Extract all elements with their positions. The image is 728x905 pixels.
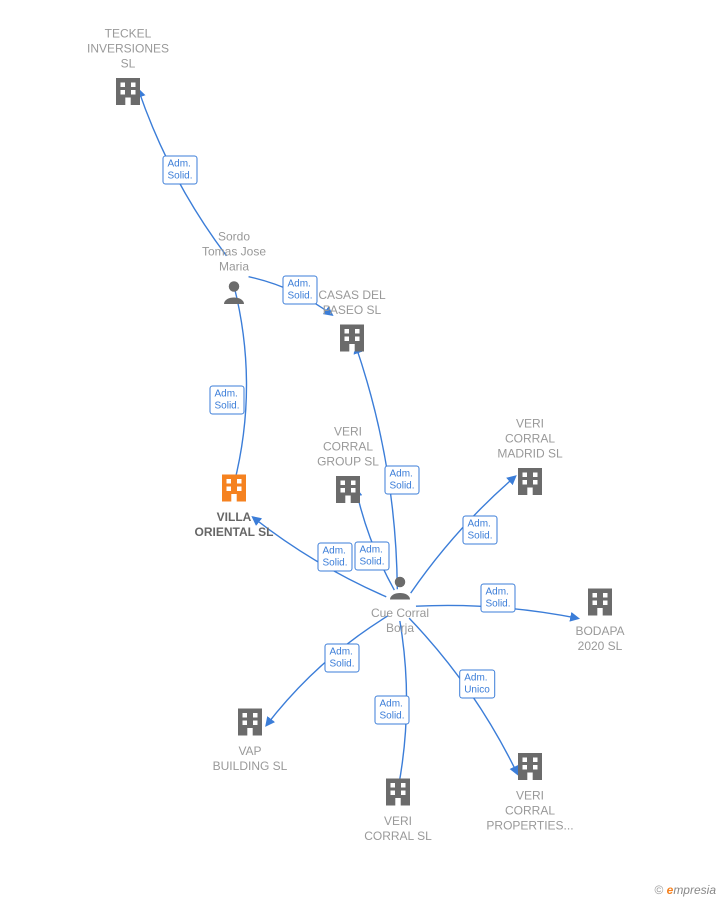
node-label: Sordo Tomas Jose Maria <box>179 230 289 275</box>
node-label: CASAS DEL PASEO SL <box>297 288 407 318</box>
node-label: VILLA ORIENTAL SL <box>179 510 289 540</box>
node-casas[interactable]: CASAS DEL PASEO SL <box>297 288 407 360</box>
building-icon <box>110 74 146 114</box>
copyright-symbol: © <box>654 883 663 897</box>
building-icon <box>334 320 370 360</box>
node-teckel[interactable]: TECKEL INVERSIONES SL <box>73 27 183 114</box>
node-label: VERI CORRAL MADRID SL <box>475 417 585 462</box>
person-icon <box>219 277 249 311</box>
node-vericsl[interactable]: VERI CORRAL SL <box>343 774 453 846</box>
building-icon <box>582 584 618 624</box>
node-label: Cue Corral Borja <box>345 606 455 636</box>
node-label: BODAPA 2020 SL <box>545 624 655 654</box>
node-label: VERI CORRAL SL <box>343 814 453 844</box>
node-label: VERI CORRAL PROPERTIES... <box>475 789 585 834</box>
building-icon <box>216 470 252 510</box>
node-vap[interactable]: VAP BUILDING SL <box>195 704 305 776</box>
edge-label: Adm. Unico <box>459 670 495 699</box>
node-sordo[interactable]: Sordo Tomas Jose Maria <box>179 230 289 311</box>
building-icon <box>512 749 548 789</box>
node-vcgroup[interactable]: VERI CORRAL GROUP SL <box>293 425 403 512</box>
node-vcmadrid[interactable]: VERI CORRAL MADRID SL <box>475 417 585 504</box>
node-label: TECKEL INVERSIONES SL <box>73 27 183 72</box>
node-villa[interactable]: VILLA ORIENTAL SL <box>179 470 289 542</box>
edge-label: Adm. Solid. <box>374 696 409 725</box>
building-icon <box>232 704 268 744</box>
building-icon <box>380 774 416 814</box>
node-label: VERI CORRAL GROUP SL <box>293 425 403 470</box>
node-bodapa[interactable]: BODAPA 2020 SL <box>545 584 655 656</box>
node-cue[interactable]: Cue Corral Borja <box>345 572 455 638</box>
node-vcprop[interactable]: VERI CORRAL PROPERTIES... <box>475 749 585 836</box>
edge-label: Adm. Solid. <box>324 644 359 673</box>
edge-label: Adm. Solid. <box>462 516 497 545</box>
edge-label: Adm. Solid. <box>480 584 515 613</box>
brand-rest: mpresia <box>673 883 716 897</box>
building-icon <box>330 472 366 512</box>
copyright: © empresia <box>654 883 716 897</box>
edge-label: Adm. Solid. <box>354 542 389 571</box>
building-icon <box>512 464 548 504</box>
edge-label: Adm. Solid. <box>317 543 352 572</box>
edge-label: Adm. Solid. <box>162 156 197 185</box>
node-label: VAP BUILDING SL <box>195 744 305 774</box>
edge-label: Adm. Solid. <box>209 386 244 415</box>
person-icon <box>385 572 415 606</box>
